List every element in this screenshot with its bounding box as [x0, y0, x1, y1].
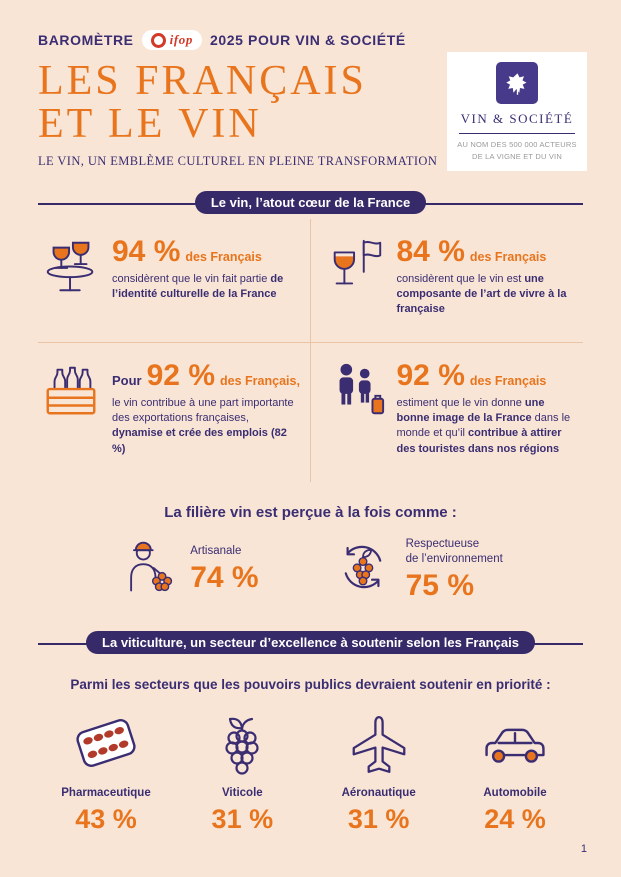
barometer-label: BAROMÈTRE [38, 32, 134, 48]
section-banner-viticulture: La viticulture, un secteur d’excellence … [38, 630, 583, 657]
filiere-item-text: Respectueuse de l’environnement 75 % [406, 537, 503, 603]
stat-exportations: Pour 92 % des Français, le vin contribue… [38, 343, 311, 482]
page-title-line2: ET LE VIN [38, 101, 262, 148]
stat-value: 92 % [396, 359, 465, 393]
filiere-item-value: 74 % [190, 561, 259, 595]
stat-prefix: Pour [112, 373, 142, 389]
stat-body: 92 % des Français estiment que le vin do… [397, 359, 578, 468]
logo-tagline-line2: DE LA VIGNE ET DU VIN [472, 151, 562, 161]
filiere-item-artisanale: Artisanale 74 % [118, 537, 259, 602]
logo-wordmark: VIN & SOCIÉTÉ [460, 111, 574, 126]
sector-value: 31 % [211, 803, 274, 834]
car-icon [451, 704, 579, 778]
page-title: LES FRANÇAIS ET LE VIN [38, 58, 583, 148]
stat-headline: 92 % des Français [397, 359, 578, 393]
filiere-heading: La filière vin est perçue à la fois comm… [164, 503, 457, 521]
stat-value-suffix: des Français [469, 374, 547, 389]
stat-value-suffix: des Français, [220, 374, 300, 389]
stat-headline: 84 % des Français [397, 235, 578, 269]
stat-value: 92 % [146, 359, 216, 393]
sector-value: 31 % [347, 803, 410, 834]
header: BAROMÈTRE ifop 2025 POUR VIN & SOCIÉTÉ L… [38, 30, 583, 169]
stat-description: considèrent que le vin fait partie de l’… [112, 272, 284, 300]
pills-blister-icon [42, 704, 170, 778]
sectors-section: Parmi les secteurs que les pouvoirs publ… [38, 677, 583, 835]
stat-value-suffix: des Français [469, 249, 547, 264]
filiere-item-value: 75 % [405, 568, 474, 602]
stat-value: 94 % [112, 234, 181, 268]
stat-description: le vin contribue à une part importante d… [112, 397, 294, 455]
sector-value: 24 % [484, 803, 546, 834]
logo-tagline: AU NOM DES 500 000 ACTEURS DE LA VIGNE E… [455, 139, 579, 162]
ifop-logo: ifop [141, 30, 202, 50]
stats-grid: 94 % des Français considèrent que le vin… [38, 218, 584, 482]
stat-value-suffix: des Français [185, 249, 262, 264]
logo-divider [459, 133, 575, 134]
filiere-section: La filière vin est perçue à la fois comm… [38, 504, 583, 603]
sector-label: Automobile [483, 786, 547, 799]
environment-grapes-icon [334, 538, 394, 601]
sector-value: 43 % [75, 803, 137, 834]
logo-tagline-line1: AU NOM DES 500 000 ACTEURS [457, 140, 577, 149]
winemaker-icon [118, 537, 178, 602]
stat-body: 94 % des Français considèrent que le vin… [112, 235, 302, 313]
vin-societe-logo-card: VIN & SOCIÉTÉ AU NOM DES 500 000 ACTEURS… [447, 52, 587, 172]
section-banner-viticulture-label: La viticulture, un secteur d’excellence … [86, 630, 535, 654]
sectors-heading: Parmi les secteurs que les pouvoirs publ… [70, 676, 551, 692]
stat-art-de-vivre: 84 % des Français considèrent que le vin… [310, 219, 583, 344]
airplane-icon [315, 704, 443, 778]
stat-body: Pour 92 % des Français, le vin contribue… [112, 359, 302, 468]
stat-description: considèrent que le vin est une composant… [396, 272, 567, 315]
sector-automobile: Automobile 24 % [451, 704, 579, 835]
sectors-row: Pharmaceutique 43 % [38, 704, 583, 835]
grape-leaf-icon [496, 62, 538, 104]
section-banner-heart: Le vin, l’atout cœur de la France [38, 190, 583, 217]
wine-glass-flag-icon [325, 235, 387, 302]
sector-label: Viticole [221, 786, 263, 799]
sector-label: Aéronautique [341, 786, 416, 799]
wine-crate-icon [40, 359, 102, 426]
page-subtitle: LE VIN, UN EMBLÈME CULTUREL EN PLEINE TR… [38, 153, 438, 168]
stat-headline: 94 % des Français [112, 235, 302, 269]
filiere-item-label: Artisanale [190, 545, 242, 558]
filiere-item-label: Respectueuse de l’environnement [405, 537, 503, 565]
stat-value: 84 % [396, 234, 465, 268]
grapes-icon [178, 704, 306, 778]
filiere-item-environnement: Respectueuse de l’environnement 75 % [334, 537, 503, 603]
ifop-wordmark: ifop [169, 32, 193, 47]
sector-label: Pharmaceutique [61, 786, 151, 799]
stat-description: estiment que le vin donne une bonne imag… [396, 397, 571, 455]
page-title-line1: LES FRANÇAIS [38, 58, 367, 104]
filiere-row: Artisanale 74 % [38, 537, 583, 603]
stat-headline: Pour 92 % des Français, [112, 359, 302, 393]
sector-pharmaceutique: Pharmaceutique 43 % [42, 704, 170, 835]
stat-tourisme: 92 % des Français estiment que le vin do… [311, 343, 584, 482]
wine-glasses-icon [40, 235, 102, 302]
barometer-line: BAROMÈTRE ifop 2025 POUR VIN & SOCIÉTÉ [38, 30, 583, 50]
tourists-icon [325, 359, 387, 426]
sector-viticole: Viticole 31 % [178, 704, 306, 835]
stat-body: 84 % des Français considèrent que le vin… [397, 235, 578, 329]
filiere-item-text: Artisanale 74 % [190, 544, 258, 595]
ifop-circle-icon [150, 32, 166, 48]
page-number: 1 [580, 843, 587, 855]
stat-culture-identity: 94 % des Français considèrent que le vin… [38, 218, 311, 344]
sector-aeronautique: Aéronautique 31 % [315, 704, 443, 835]
section-banner-heart-label: Le vin, l’atout cœur de la France [194, 190, 427, 214]
edition-label: 2025 POUR VIN & SOCIÉTÉ [209, 32, 406, 48]
